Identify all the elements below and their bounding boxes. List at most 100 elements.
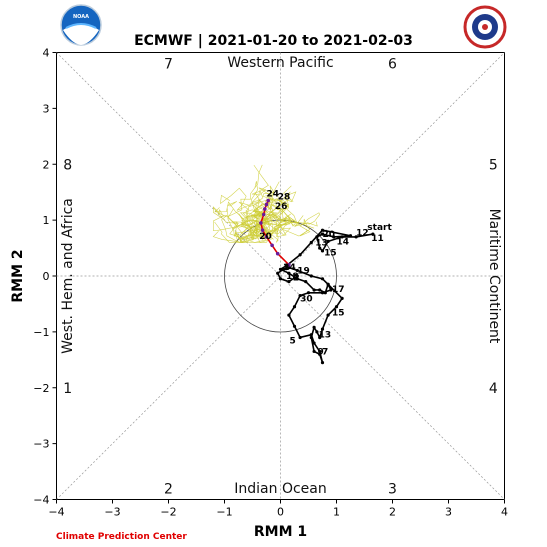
region-bottom-label: Indian Ocean: [234, 481, 326, 497]
nws-logo: [463, 5, 507, 49]
observed-point: [312, 288, 316, 292]
observed-point: [284, 264, 288, 268]
phase-label-1: 1: [63, 381, 72, 397]
observed-point: [332, 235, 336, 239]
ensemble-member-line: [248, 192, 277, 237]
ensemble-member-line: [257, 216, 318, 239]
region-right-label: Maritime Continent: [486, 209, 502, 344]
y-tick-label: −2: [33, 382, 49, 395]
day-label: 7: [322, 347, 328, 357]
observed-point: [295, 268, 299, 273]
observed-point: [298, 335, 302, 340]
observed-point: [309, 240, 313, 245]
observed-point: [312, 341, 316, 345]
observed-point: [326, 313, 330, 317]
day-label: 19: [297, 266, 310, 276]
observed-point: [295, 274, 299, 278]
observed-point: [287, 279, 291, 284]
svg-text:NOAA: NOAA: [73, 14, 89, 20]
observed-points: [276, 228, 375, 365]
observed-point: [315, 235, 319, 239]
observed-point: [318, 349, 322, 354]
ensemble-spread: [212, 164, 320, 244]
observed-point: [334, 305, 339, 309]
phase-label-2: 2: [164, 481, 173, 497]
observed-point: [287, 266, 291, 270]
y-tick-label: 0: [43, 270, 50, 283]
phase-label-7: 7: [164, 57, 173, 73]
x-axis-label: RMM 1: [254, 524, 307, 540]
observed-point: [281, 267, 285, 271]
x-axis-ticks: −4 −3 −2 −1 0 1 2 3 4: [48, 499, 508, 519]
observed-point: [320, 361, 325, 365]
day-label: 14: [337, 237, 350, 247]
x-tick-label: −2: [160, 506, 176, 519]
x-tick-label: 2: [389, 506, 396, 519]
observed-point: [318, 352, 322, 356]
ensemble-mean-point: [270, 243, 274, 248]
day-label: 9: [317, 347, 323, 357]
ensemble-member-line: [227, 208, 264, 243]
day-label: 13: [315, 238, 328, 248]
observed-point: [298, 293, 302, 298]
observed-point: [278, 267, 283, 271]
y-axis-ticks: −4 −3 −2 −1 0 1 2 3 4: [33, 47, 57, 507]
day-label: 17: [332, 285, 345, 295]
observed-point: [320, 277, 325, 281]
ensemble-mean-trajectory: [260, 200, 290, 266]
y-axis-label: RMM 2: [10, 249, 26, 302]
observed-point: [309, 274, 313, 278]
ensemble-mean-point: [264, 235, 269, 239]
ensemble-mean-point: [287, 263, 291, 267]
x-tick-label: −4: [48, 506, 64, 519]
y-tick-label: 2: [43, 158, 50, 171]
x-tick-label: −1: [216, 506, 232, 519]
ensemble-member-line: [256, 203, 292, 233]
ensemble-member-line: [214, 221, 264, 243]
credit-label: Climate Prediction Center: [56, 532, 187, 542]
day-label: start: [367, 223, 392, 233]
ensemble-member-line: [242, 181, 280, 223]
observed-point: [340, 296, 344, 300]
x-tick-label: 1: [333, 506, 340, 519]
observed-point: [320, 327, 325, 331]
observed-point: [312, 325, 316, 330]
observed-point: [326, 282, 330, 286]
y-tick-label: −1: [33, 326, 49, 339]
y-tick-label: 4: [43, 47, 50, 60]
ensemble-member-line: [260, 185, 297, 226]
day-label: 11: [371, 234, 384, 244]
observed-point: [276, 271, 280, 275]
phase-dividers: [56, 52, 505, 500]
observed-point: [312, 349, 316, 354]
day-label: 28: [278, 193, 291, 203]
observed-point: [318, 288, 322, 292]
day-label: 5: [289, 336, 295, 346]
observed-point: [323, 291, 327, 295]
ensemble-member-line: [251, 197, 278, 232]
observed-point: [326, 239, 330, 243]
observed-point: [309, 333, 313, 337]
day-label: 24: [267, 189, 280, 199]
observed-point: [295, 277, 299, 281]
observed-point: [287, 313, 291, 317]
ensemble-member-line: [220, 187, 259, 232]
day-label: 20: [323, 230, 336, 240]
phase-label-6: 6: [388, 57, 397, 73]
day-label: 20: [259, 232, 272, 242]
day-label: 15: [324, 249, 337, 259]
ensemble-member-line: [227, 208, 267, 243]
observed-point: [371, 232, 375, 236]
x-tick-label: 0: [277, 506, 284, 519]
day-label: 24: [283, 263, 296, 273]
day-label: 13: [319, 331, 332, 341]
observed-point: [318, 246, 322, 250]
y-tick-label: −4: [33, 494, 49, 507]
ensemble-mean-point: [259, 221, 263, 225]
phase-label-3: 3: [388, 481, 397, 497]
y-tick-label: 1: [43, 214, 50, 227]
observed-point: [318, 335, 322, 340]
day-label: 15: [332, 308, 345, 318]
